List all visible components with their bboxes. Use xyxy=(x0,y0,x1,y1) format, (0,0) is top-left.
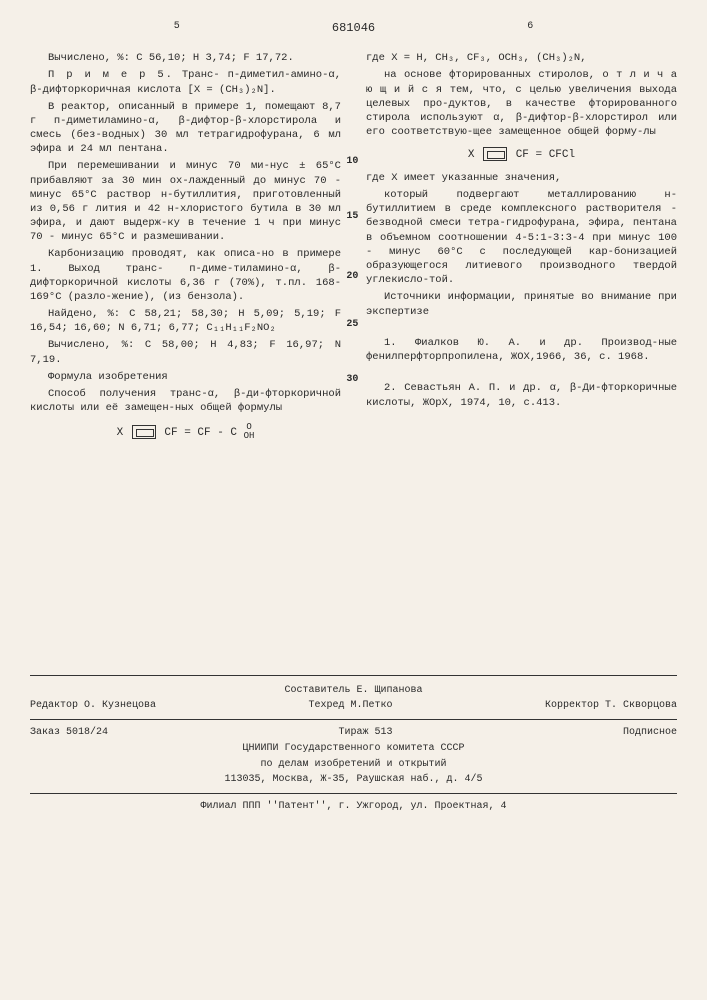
paragraph: При перемешивании и минус 70 ми-нус ± 65… xyxy=(30,159,341,244)
paragraph: Найдено, %: С 58,21; 58,30; Н 5,09; 5,19… xyxy=(30,307,341,335)
organization: ЦНИИПИ Государственного комитета СССР xyxy=(30,742,677,756)
reference: 2. Севастьян А. П. и др. α, β-Ди-фторкор… xyxy=(366,381,677,409)
address: 113035, Москва, Ж-35, Раушская наб., д. … xyxy=(30,773,677,787)
col-num-right: 6 xyxy=(527,20,533,34)
text-columns: Вычислено, %: С 56,10; Н 3,74; F 17,72. … xyxy=(30,51,677,449)
formula-x: X xyxy=(117,427,124,439)
paragraph: Вычислено, %: С 56,10; Н 3,74; F 17,72. xyxy=(30,51,341,65)
chemical-formula: X CF = CFCl xyxy=(366,147,677,163)
paragraph: который подвергают металлированию н-бути… xyxy=(366,188,677,287)
footer: Составитель Е. Щипанова Редактор О. Кузн… xyxy=(30,675,677,816)
formula-oh: OH xyxy=(244,431,255,441)
line-num: 15 xyxy=(346,210,358,224)
paragraph: П р и м е р 5. Транс- п-диметил-амино-α,… xyxy=(30,68,341,96)
paragraph: В реактор, описанный в примере 1, помеща… xyxy=(30,100,341,157)
compiler: Составитель Е. Щипанова xyxy=(30,684,677,698)
paragraph: Источники информации, принятые во вниман… xyxy=(366,290,677,318)
subscription: Подписное xyxy=(623,726,677,740)
benzene-ring-icon xyxy=(483,147,507,161)
formula-heading: Формула изобретения xyxy=(30,370,341,384)
right-column: где X = H, CH₃, CF₃, OCH₃, (CH₃)₂N, на о… xyxy=(361,51,677,449)
line-num: 10 xyxy=(346,155,358,169)
col-num-left: 5 xyxy=(174,20,180,34)
order-number: Заказ 5018/24 xyxy=(30,726,108,740)
paragraph: где X = H, CH₃, CF₃, OCH₃, (CH₃)₂N, xyxy=(366,51,677,65)
paragraph: Вычислено, %: С 58,00; Н 4,83; F 16,97; … xyxy=(30,338,341,366)
paragraph: Карбонизацию проводят, как описа-но в пр… xyxy=(30,247,341,304)
formula-body: CF = CFCl xyxy=(516,149,575,161)
formula-body: CF = CF - C xyxy=(164,427,237,439)
line-num: 30 xyxy=(346,373,358,387)
organization: по делам изобретений и открытий xyxy=(30,758,677,772)
left-column: Вычислено, %: С 56,10; Н 3,74; F 17,72. … xyxy=(30,51,346,449)
tirage: Тираж 513 xyxy=(338,726,392,740)
branch-address: Филиал ППП ''Патент'', г. Ужгород, ул. П… xyxy=(30,800,677,814)
line-num: 25 xyxy=(346,318,358,332)
techred: Техред М.Петко xyxy=(308,699,392,713)
formula-x: X xyxy=(468,149,475,161)
line-num: 20 xyxy=(346,270,358,284)
chemical-formula: X CF = CF - C O OH xyxy=(30,423,341,441)
corrector: Корректор Т. Скворцова xyxy=(545,699,677,713)
editor: Редактор О. Кузнецова xyxy=(30,699,156,713)
example-label: П р и м е р 5. xyxy=(48,69,174,81)
paragraph: Способ получения транс-α, β-ди-фторкорич… xyxy=(30,387,341,415)
paragraph: на основе фторированных стиролов, о т л … xyxy=(366,68,677,139)
benzene-ring-icon xyxy=(132,425,156,439)
reference: 1. Фиалков Ю. А. и др. Производ-ные фени… xyxy=(366,336,677,364)
paragraph: где X имеет указанные значения, xyxy=(366,171,677,185)
